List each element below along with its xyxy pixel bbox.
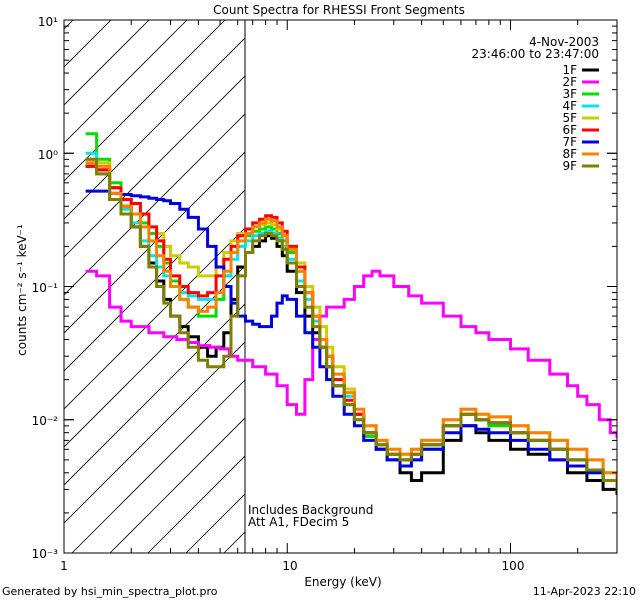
hatch-line (64, 20, 188, 144)
y-axis-label: counts cm⁻² s⁻¹ keV⁻¹ (15, 224, 29, 356)
chart-title: Count Spectra for RHESSI Front Segments (213, 3, 465, 17)
hatch-line (64, 189, 245, 372)
axis-ticks (63, 19, 618, 554)
legend-label-2f: 2F (562, 75, 577, 89)
y-tick-labels: 10⁻³ 10⁻² 10⁻¹ 10⁰ 10¹ (32, 15, 59, 561)
footer-timestamp: 11-Apr-2023 22:10 (533, 585, 636, 598)
y-tick-label: 10⁰ (38, 148, 58, 162)
annotation-background: Includes Background (248, 503, 373, 517)
hatch-line (64, 20, 226, 182)
hatch-line (64, 37, 245, 220)
series-1f-line (85, 164, 617, 495)
x-axis-label: Energy (keV) (304, 575, 381, 589)
hatch-line (223, 531, 245, 553)
y-tick-label: 10¹ (38, 15, 58, 29)
x-tick-label: 100 (502, 559, 525, 573)
legend-label-7f: 7F (562, 135, 577, 149)
hatch-line (0, 0, 62, 553)
hatch-line (64, 75, 245, 258)
series-3f-line (85, 132, 617, 491)
series-9f-line (85, 157, 617, 491)
legend-label-3f: 3F (562, 87, 577, 101)
hatch-line (147, 455, 245, 553)
hatch-line (64, 341, 245, 524)
hatch-line (64, 151, 245, 334)
y-tick-label: 10⁻¹ (32, 281, 59, 295)
legend-label-9f: 9F (562, 159, 577, 173)
annotation-attenuator: Att A1, FDecim 5 (248, 515, 349, 529)
series-8f-line (85, 161, 617, 482)
x-tick-labels: 1 10 100 (60, 559, 524, 573)
x-tick-label: 10 (282, 559, 297, 573)
y-tick-label: 10⁻² (32, 414, 59, 428)
hatch-line (64, 265, 245, 448)
series-2f-line (85, 269, 617, 438)
hatch-line (64, 227, 245, 410)
footer-generated-by: Generated by hsi_min_spectra_plot.pro (2, 585, 218, 598)
series-group (85, 132, 617, 495)
legend-label-6f: 6F (562, 123, 577, 137)
date-label: 4-Nov-2003 (529, 35, 599, 49)
legend-label-8f: 8F (562, 147, 577, 161)
legend-label-5f: 5F (562, 111, 577, 125)
x-tick-label: 1 (60, 559, 68, 573)
legend-label-4f: 4F (562, 99, 577, 113)
series-7f-line (85, 189, 617, 491)
legend-label-1f: 1F (562, 63, 577, 77)
time-range-label: 23:46:00 to 23:47:00 (472, 47, 599, 61)
hatch-line (64, 113, 245, 296)
hatch-line (109, 417, 245, 553)
y-tick-label: 10⁻³ (32, 547, 59, 561)
plot-frame (63, 19, 618, 554)
hatch-line (64, 20, 150, 106)
hatch-line (64, 303, 245, 486)
hatch-line (71, 379, 245, 553)
